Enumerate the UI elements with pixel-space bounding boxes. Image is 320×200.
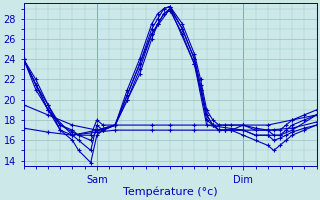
- X-axis label: Température (°c): Température (°c): [123, 186, 217, 197]
